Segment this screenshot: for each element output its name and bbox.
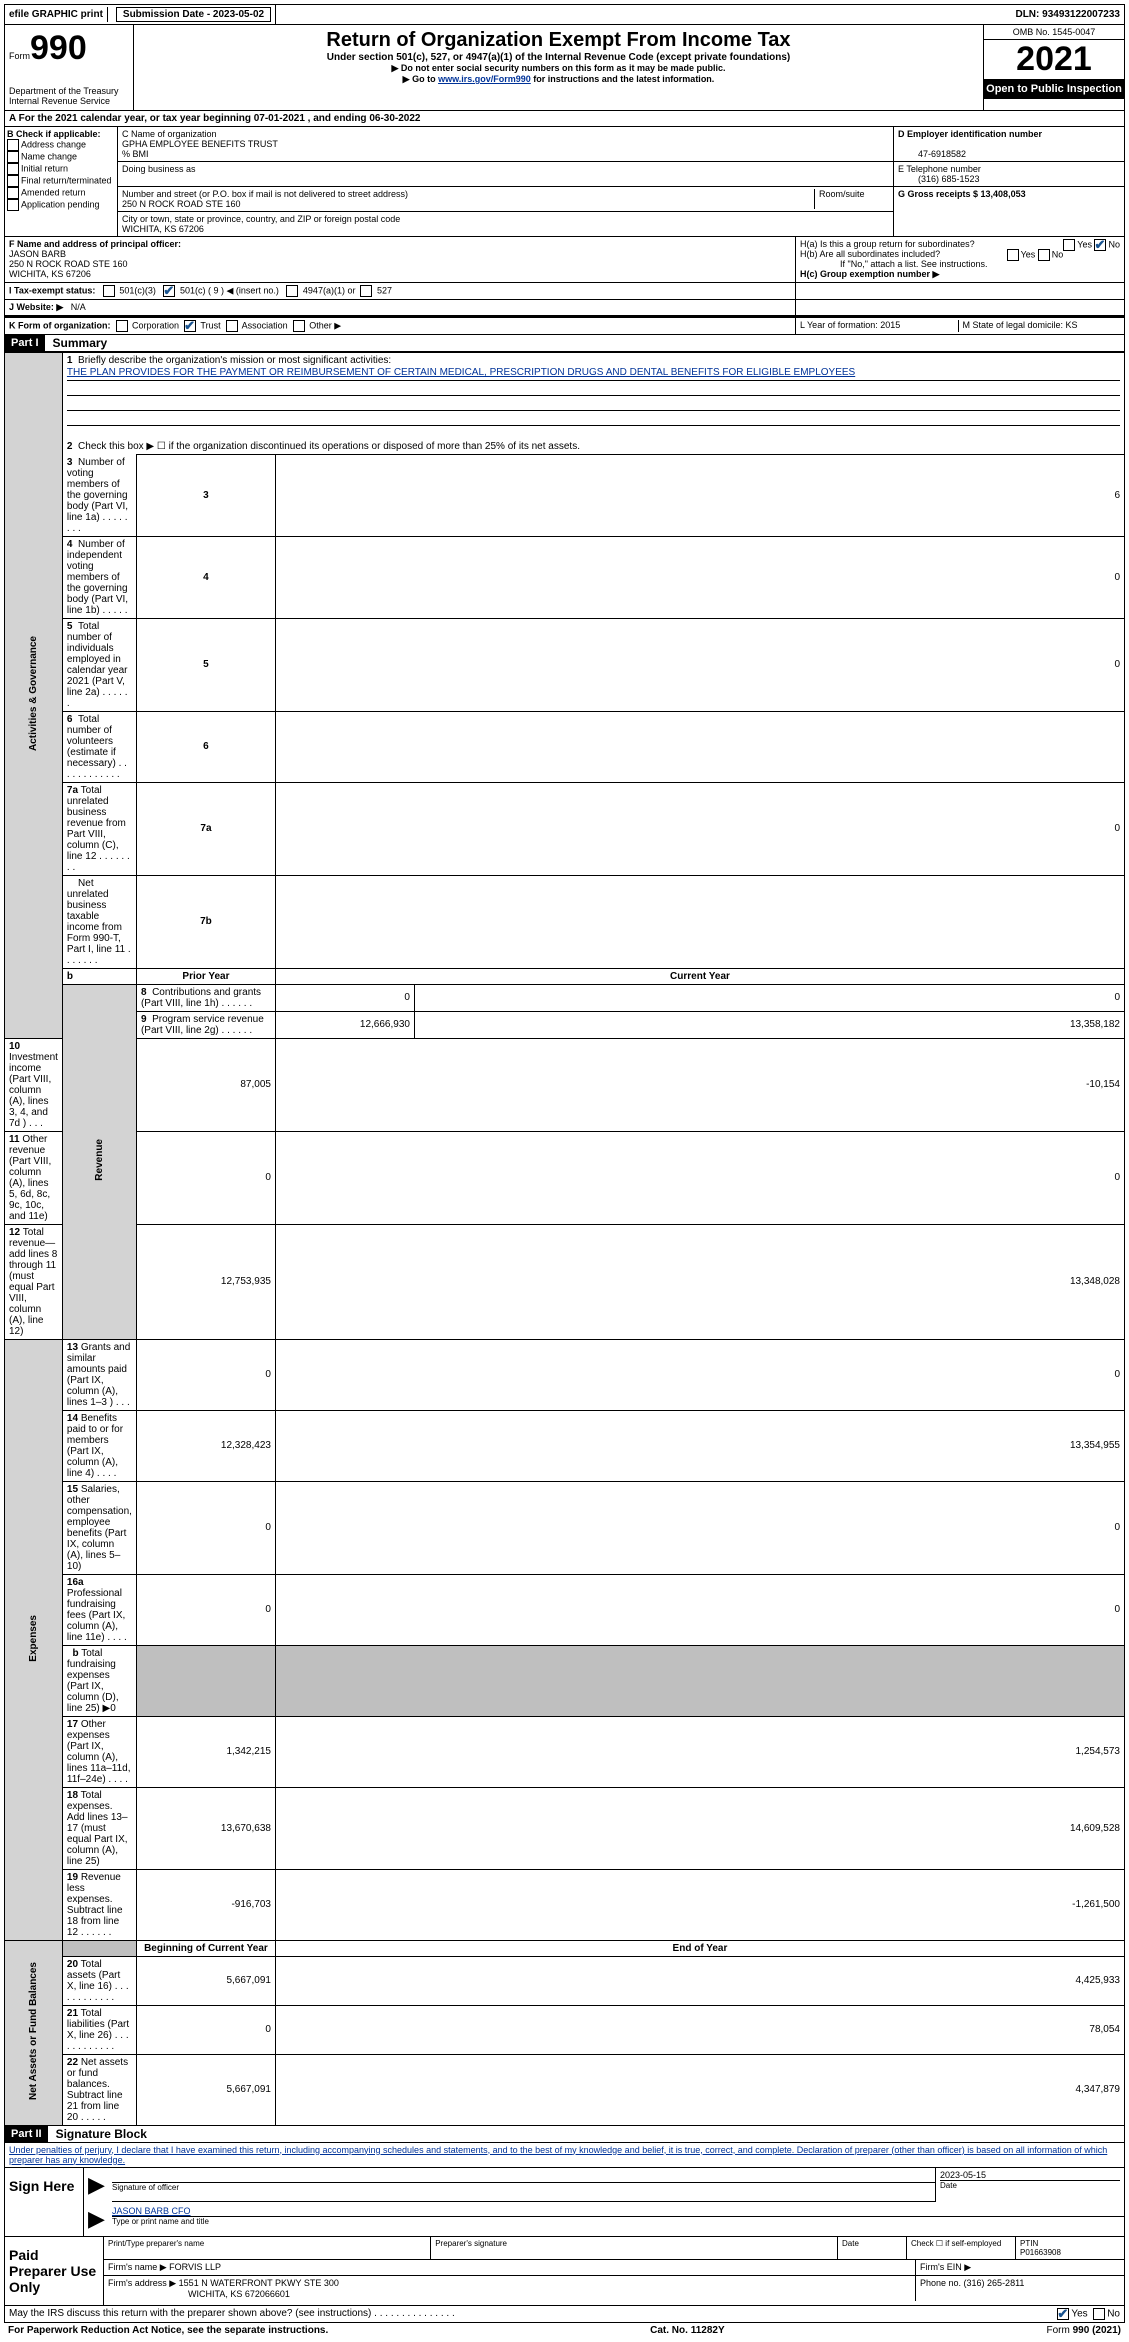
- note-link: ▶ Go to www.irs.gov/Form990 for instruct…: [138, 74, 979, 85]
- irs-label: Internal Revenue Service: [9, 96, 129, 106]
- tab-revenue: Revenue: [62, 984, 136, 1339]
- col-de: D Employer identification number 47-6918…: [894, 127, 1124, 236]
- year-box: OMB No. 1545-0047 2021 Open to Public In…: [984, 25, 1124, 110]
- sign-here-label: Sign Here: [5, 2168, 84, 2236]
- dept-treasury: Department of the Treasury: [9, 86, 129, 96]
- mission-text: THE PLAN PROVIDES FOR THE PAYMENT OR REI…: [67, 366, 1120, 381]
- tax-year: 2021: [984, 40, 1124, 79]
- tab-activities: Activities & Governance: [5, 353, 63, 1039]
- paid-preparer-block: Paid Preparer Use Only Print/Type prepar…: [4, 2237, 1125, 2306]
- top-bar: efile GRAPHIC print Submission Date - 20…: [4, 4, 1125, 25]
- entity-info: B Check if applicable: Address change Na…: [4, 127, 1125, 237]
- gross-receipts: G Gross receipts $ 13,408,053: [898, 189, 1026, 199]
- line-a: A For the 2021 calendar year, or tax yea…: [4, 111, 1125, 127]
- form-id-box: Form990 Department of the Treasury Inter…: [5, 25, 134, 110]
- group-return: H(a) Is this a group return for subordin…: [796, 237, 1124, 282]
- sign-here-block: Sign Here ▶ Signature of officer 2023-05…: [4, 2168, 1125, 2237]
- col-c: C Name of organization GPHA EMPLOYEE BEN…: [118, 127, 894, 236]
- row-j: J Website: ▶ N/A: [4, 300, 1125, 318]
- may-discuss: May the IRS discuss this return with the…: [4, 2306, 1125, 2323]
- state-domicile: M State of legal domicile: KS: [959, 320, 1121, 332]
- title-box: Return of Organization Exempt From Incom…: [134, 25, 984, 110]
- note-ssn: ▶ Do not enter social security numbers o…: [138, 63, 979, 74]
- penalties-text: Under penalties of perjury, I declare th…: [4, 2143, 1125, 2168]
- principal-officer: F Name and address of principal officer:…: [5, 237, 796, 282]
- tab-netassets: Net Assets or Fund Balances: [5, 1940, 63, 2125]
- row-klm: K Form of organization: Corporation Trus…: [4, 318, 1125, 335]
- phone: (316) 685-1523: [898, 174, 980, 184]
- summary-table: Activities & Governance 1 Briefly descri…: [4, 352, 1125, 2126]
- tab-expenses: Expenses: [5, 1339, 63, 1940]
- efile-label: efile GRAPHIC print: [5, 7, 108, 22]
- form-number: 990: [30, 29, 87, 67]
- form-subtitle: Under section 501(c), 527, or 4947(a)(1)…: [138, 52, 979, 63]
- col-b: B Check if applicable: Address change Na…: [5, 127, 118, 236]
- submission-button[interactable]: Submission Date - 2023-05-02: [116, 7, 271, 22]
- officer-name: JASON BARB CFO: [112, 2206, 191, 2216]
- street-address: 250 N ROCK ROAD STE 160: [122, 199, 241, 209]
- part-2-header: Part II Signature Block: [4, 2126, 1125, 2143]
- row-f-h: F Name and address of principal officer:…: [4, 237, 1125, 283]
- org-name: GPHA EMPLOYEE BENEFITS TRUST: [122, 139, 278, 149]
- irs-link[interactable]: www.irs.gov/Form990: [438, 74, 531, 84]
- submission-date: Submission Date - 2023-05-02: [112, 5, 276, 24]
- dln: DLN: 93493122007233: [1011, 7, 1124, 22]
- row-i: I Tax-exempt status: 501(c)(3) 501(c) ( …: [4, 283, 1125, 300]
- form-header: Form990 Department of the Treasury Inter…: [4, 25, 1125, 111]
- ein: 47-6918582: [898, 149, 966, 159]
- form-title: Return of Organization Exempt From Incom…: [138, 29, 979, 52]
- page-footer: For Paperwork Reduction Act Notice, see …: [4, 2323, 1125, 2338]
- omb-number: OMB No. 1545-0047: [984, 25, 1124, 40]
- year-formation: L Year of formation: 2015: [800, 320, 959, 332]
- part-1-header: Part I Summary: [4, 335, 1125, 352]
- city-state-zip: WICHITA, KS 67206: [122, 224, 204, 234]
- public-inspection: Open to Public Inspection: [984, 79, 1124, 99]
- paid-preparer-label: Paid Preparer Use Only: [5, 2237, 104, 2305]
